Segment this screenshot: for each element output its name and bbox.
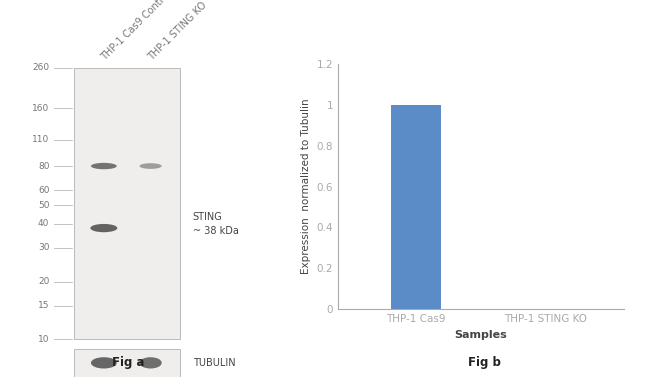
Text: 160: 160 (32, 104, 49, 113)
Text: 60: 60 (38, 185, 49, 195)
Text: TUBULIN: TUBULIN (192, 358, 235, 368)
Ellipse shape (90, 224, 118, 232)
Ellipse shape (140, 163, 162, 169)
FancyBboxPatch shape (74, 349, 180, 377)
Text: Fig b: Fig b (468, 357, 500, 369)
Ellipse shape (140, 357, 162, 369)
Y-axis label: Expression  normalized to Tubulin: Expression normalized to Tubulin (301, 99, 311, 274)
FancyBboxPatch shape (74, 68, 180, 339)
Ellipse shape (91, 357, 117, 369)
Text: Fig a: Fig a (112, 357, 145, 369)
Text: 110: 110 (32, 135, 49, 144)
Bar (391, 105, 441, 309)
Text: STING
~ 38 kDa: STING ~ 38 kDa (192, 212, 239, 236)
Text: 50: 50 (38, 201, 49, 210)
Text: 20: 20 (38, 277, 49, 286)
X-axis label: Samples: Samples (454, 329, 508, 340)
Text: 30: 30 (38, 243, 49, 252)
Text: 260: 260 (32, 63, 49, 72)
Text: 15: 15 (38, 301, 49, 310)
Text: 80: 80 (38, 162, 49, 170)
Text: 40: 40 (38, 219, 49, 228)
Text: THP-1 Cas9 Control: THP-1 Cas9 Control (99, 0, 173, 62)
Text: 10: 10 (38, 335, 49, 344)
Ellipse shape (91, 163, 117, 169)
Text: THP-1 STING KO: THP-1 STING KO (146, 0, 208, 62)
